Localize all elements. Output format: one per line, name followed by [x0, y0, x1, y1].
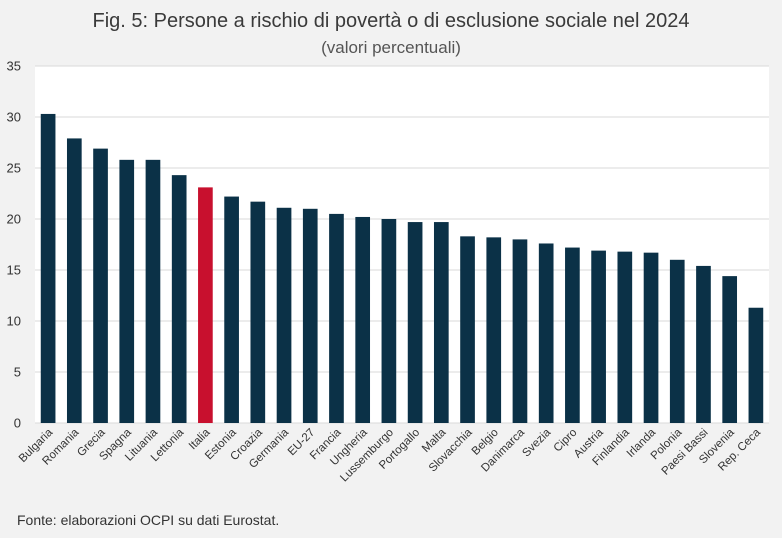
- x-tick-label: Svezia: [520, 426, 553, 459]
- y-tick-label: 35: [7, 59, 21, 74]
- bar-svezia: [538, 243, 554, 423]
- bar-paesi-bassi: [696, 265, 711, 423]
- y-tick-label: 25: [7, 161, 21, 176]
- bar-lituania: [145, 159, 161, 423]
- x-axis-labels: BulgariaRomaniaGreciaSpagnaLituaniaLetto…: [17, 426, 764, 484]
- bar-romania: [66, 138, 82, 424]
- y-tick-label: 0: [14, 416, 21, 431]
- y-tick-label: 10: [7, 314, 21, 329]
- y-axis-ticks: 0 5 10 15 20 25 30 35: [7, 59, 21, 431]
- y-tick-label: 20: [7, 212, 21, 227]
- bar-lussemburgo: [381, 219, 397, 423]
- bar-belgio: [486, 237, 502, 423]
- bar-polonia: [669, 259, 685, 423]
- bar-francia: [329, 213, 344, 423]
- y-tick-label: 5: [14, 365, 21, 380]
- bar-spagna: [119, 159, 135, 423]
- bar-portogallo: [407, 222, 423, 423]
- bar-slovenia: [722, 276, 738, 423]
- bar-danimarca: [512, 239, 528, 423]
- y-tick-label: 15: [7, 263, 21, 278]
- plot-area: [35, 66, 769, 423]
- bar-bulgaria: [40, 113, 56, 423]
- bar-germania: [276, 207, 292, 423]
- bar-irlanda: [643, 252, 659, 423]
- bar-croazia: [250, 201, 266, 423]
- bar-cipro: [565, 247, 580, 423]
- bar-grecia: [93, 148, 108, 423]
- chart-subtitle: (valori percentuali): [321, 38, 461, 57]
- chart-title: Fig. 5: Persone a rischio di povertà o d…: [92, 10, 690, 32]
- bar-slovacchia: [460, 236, 475, 423]
- y-tick-label: 30: [7, 110, 21, 125]
- bars: [40, 113, 764, 424]
- bar-malta: [433, 222, 449, 423]
- bar-italia: [198, 187, 213, 423]
- bar-finlandia: [617, 251, 633, 423]
- bar-lettonia: [171, 175, 187, 423]
- bar-ungheria: [355, 216, 371, 423]
- bar-austria: [591, 250, 606, 423]
- bar-rep-ceca: [748, 307, 764, 423]
- bar-estonia: [224, 196, 239, 423]
- source-note: Fonte: elaborazioni OCPI su dati Eurosta…: [17, 512, 280, 528]
- bar-eu-27: [302, 208, 318, 423]
